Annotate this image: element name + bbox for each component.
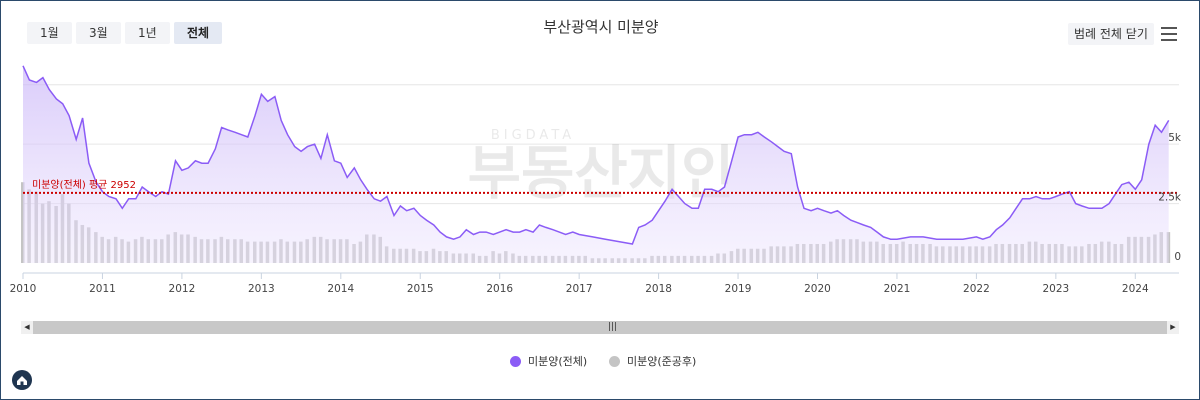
y-tick-label: 5k bbox=[1168, 132, 1182, 144]
range-button-all[interactable]: 전체 bbox=[174, 22, 223, 44]
scroll-grip-icon: ||| bbox=[608, 322, 618, 332]
x-tick-label: 2011 bbox=[89, 283, 116, 295]
x-tick-label: 2018 bbox=[645, 283, 672, 295]
x-tick-label: 2019 bbox=[725, 283, 752, 295]
x-tick-label: 2017 bbox=[566, 283, 593, 295]
x-tick-label: 2015 bbox=[407, 283, 434, 295]
x-tick-label: 2012 bbox=[169, 283, 196, 295]
scroll-left-arrow[interactable]: ◀ bbox=[21, 321, 33, 334]
x-tick-label: 2010 bbox=[10, 283, 37, 295]
bar-completed bbox=[21, 182, 25, 263]
area-total bbox=[23, 65, 1169, 263]
range-button-1y[interactable]: 1년 bbox=[125, 22, 170, 44]
y-tick-label: 2.5k bbox=[1158, 192, 1182, 204]
home-icon[interactable] bbox=[12, 370, 32, 390]
legend-label-completed: 미분양(준공후) bbox=[627, 355, 697, 368]
line-total bbox=[22, 65, 1170, 245]
x-tick-label: 2013 bbox=[248, 283, 275, 295]
legend-item-completed[interactable]: 미분양(준공후) bbox=[609, 353, 696, 369]
x-tick-label: 2024 bbox=[1122, 283, 1149, 295]
legend-close-button[interactable]: 범례 전체 닫기 bbox=[1068, 23, 1154, 45]
scroll-thumb[interactable]: ||| bbox=[33, 321, 1167, 334]
chart-title: 부산광역시 미분양 bbox=[543, 18, 659, 36]
range-button-3m[interactable]: 3월 bbox=[76, 22, 121, 44]
x-tick-label: 2020 bbox=[804, 283, 831, 295]
range-button-1m[interactable]: 1월 bbox=[27, 22, 72, 44]
scroll-right-arrow[interactable]: ▶ bbox=[1167, 321, 1179, 334]
average-label: 미분양(전체) 평균 2952 bbox=[32, 179, 136, 191]
x-tick-label: 2014 bbox=[327, 283, 354, 295]
x-tick-label: 2023 bbox=[1042, 283, 1069, 295]
legend-label-total: 미분양(전체) bbox=[528, 355, 588, 368]
chart-plot: BIGDATA 부동산지인 미분양(전체) 평균 2952 2010 2011 20… bbox=[10, 65, 1182, 295]
legend-item-total[interactable]: 미분양(전체) bbox=[510, 353, 587, 369]
x-tick-label: 2016 bbox=[486, 283, 513, 295]
watermark-large: 부동산지인 bbox=[468, 139, 735, 207]
menu-icon[interactable] bbox=[1161, 27, 1177, 41]
watermark-small: BIGDATA bbox=[491, 128, 575, 143]
x-tick-label: 2022 bbox=[963, 283, 990, 295]
y-tick-label: 0 bbox=[1174, 251, 1181, 263]
legend-dot-icon bbox=[609, 355, 620, 367]
chart-scrollbar[interactable]: ◀ ||| ▶ bbox=[21, 321, 1179, 334]
x-tick-label: 2021 bbox=[884, 283, 911, 295]
legend-dot-icon bbox=[510, 355, 521, 367]
